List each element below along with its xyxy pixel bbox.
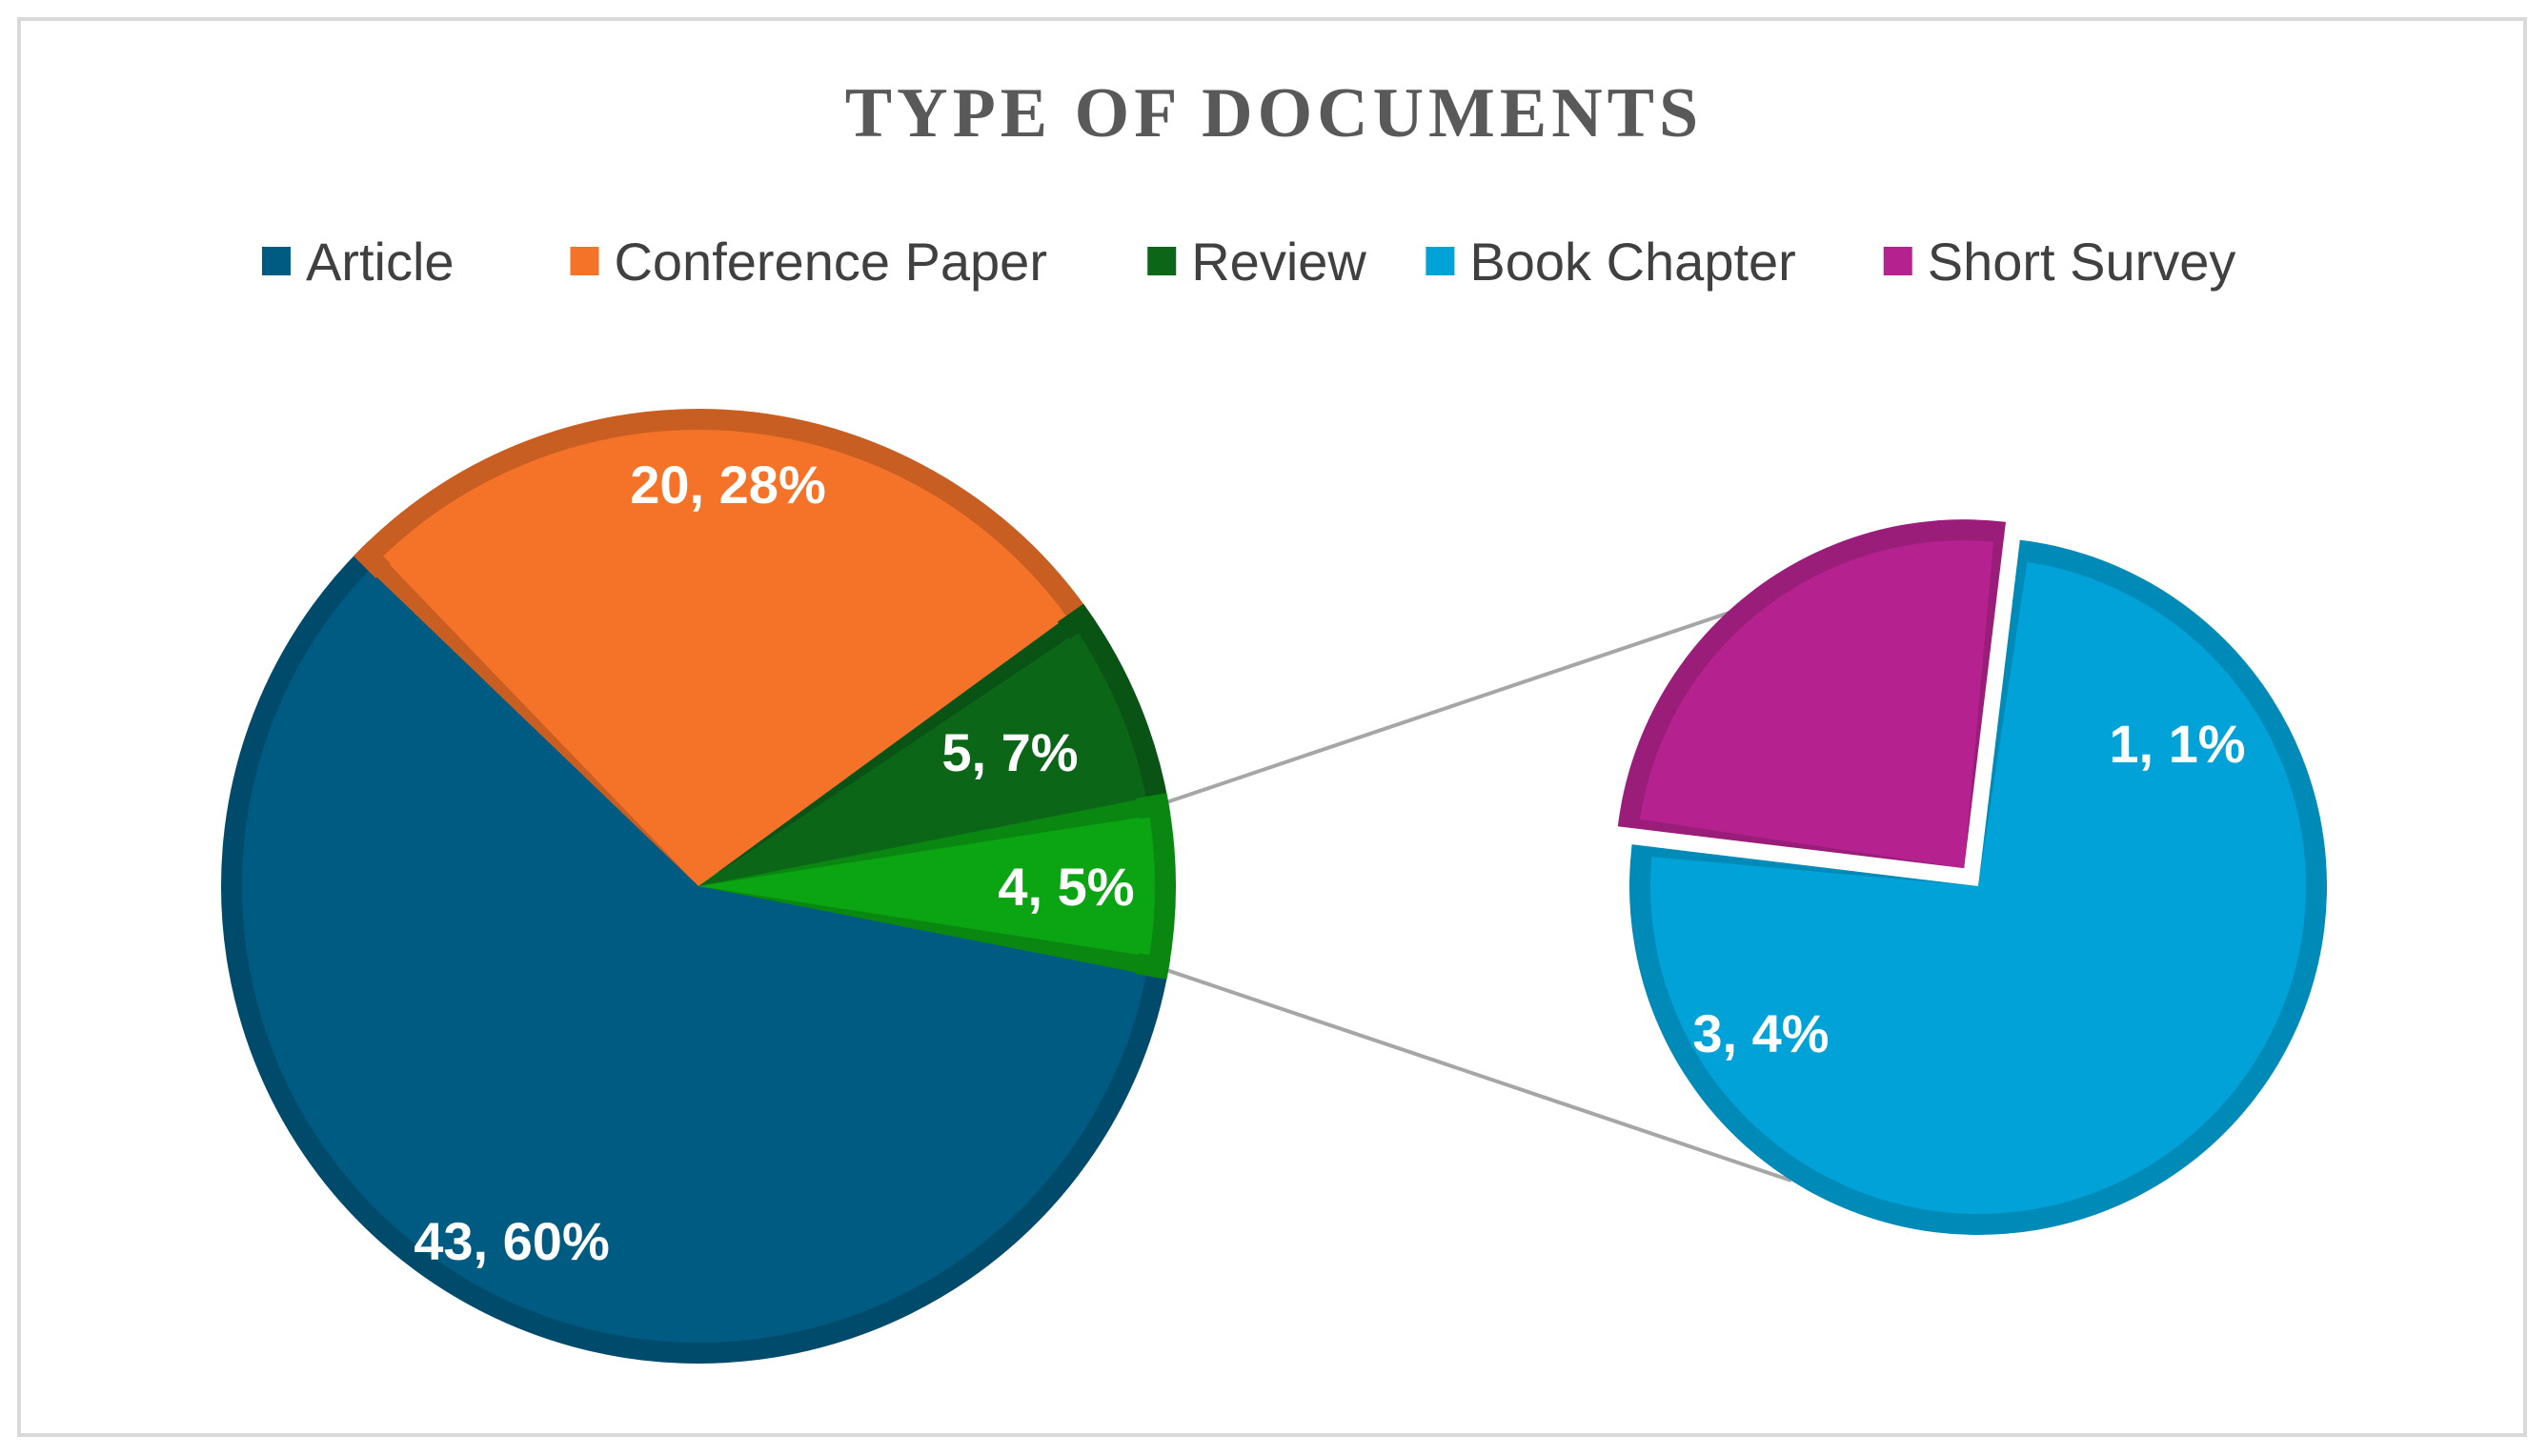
legend-item-conference-paper: Conference Paper	[570, 232, 1047, 292]
connector-line-bottom	[1157, 965, 1792, 1183]
connector-lines	[1157, 590, 1792, 1183]
data-label-other: 4, 5%	[998, 857, 1134, 917]
pie-slice-inner-other	[698, 817, 1144, 956]
chart-legend: Article Conference Paper Review Book Chapte…	[261, 232, 2236, 292]
legend-label-review: Review	[1191, 232, 1366, 292]
legend-label-book-chapter: Book Chapter	[1469, 232, 1795, 292]
data-label-book-chapter: 3, 4%	[1692, 1003, 1829, 1063]
pie-slice-inner-review	[698, 637, 1137, 886]
legend-item-article: Article	[261, 232, 455, 292]
legend-item-book-chapter: Book Chapter	[1426, 232, 1796, 292]
chart-title: TYPE OF DOCUMENTS	[845, 74, 1703, 152]
pie-slice-inner-conference-paper	[389, 439, 1059, 886]
chart-border	[17, 17, 2527, 1437]
legend-item-review: Review	[1147, 232, 1366, 292]
secondary-pie	[1617, 519, 2328, 1235]
pie-slice-inner-book-chapter	[1650, 561, 2307, 1214]
legend-label-article: Article	[306, 232, 455, 292]
legend-label-short-survey: Short Survey	[1928, 232, 2236, 292]
data-labels: 43, 60% 20, 28% 5, 7% 4, 5% 3, 4% 1, 1%	[414, 455, 2245, 1271]
legend-swatch-review	[1147, 247, 1177, 275]
legend-item-short-survey: Short Survey	[1883, 232, 2236, 292]
legend-swatch-book-chapter	[1426, 247, 1455, 275]
connector-line-top	[1157, 590, 1792, 807]
main-pie	[221, 409, 1177, 1364]
legend-swatch-article	[261, 247, 291, 275]
data-label-review: 5, 7%	[941, 722, 1078, 782]
data-label-short-survey: 1, 1%	[2109, 714, 2245, 774]
legend-swatch-short-survey	[1883, 247, 1912, 275]
legend-swatch-conference-paper	[570, 247, 599, 275]
legend-label-conference-paper: Conference Paper	[614, 232, 1047, 292]
pie-slice-inner-short-survey	[1640, 540, 1994, 869]
data-label-conference-paper: 20, 28%	[630, 455, 826, 515]
pie-slice-inner-article	[253, 576, 1137, 1332]
data-label-article: 43, 60%	[414, 1211, 610, 1271]
